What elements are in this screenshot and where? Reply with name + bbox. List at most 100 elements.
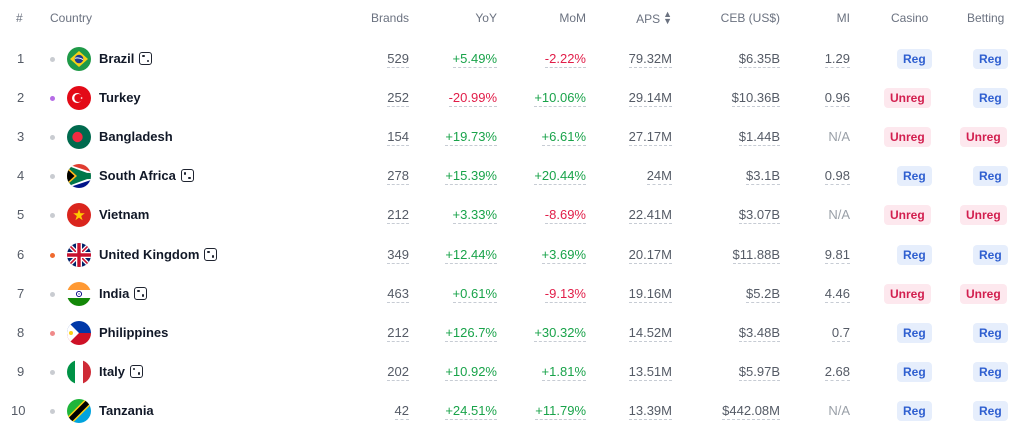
mi-text: 9.81 [824, 246, 850, 264]
yoy-text: +3.33% [452, 207, 497, 225]
brands-value: 212 [387, 324, 409, 342]
sort-icon: ▲ ▼ [663, 9, 672, 26]
mi-text: 0.98 [824, 168, 850, 186]
status-dot [50, 369, 55, 375]
ceb-text: $3.48B [738, 324, 780, 342]
aps-text: 20.17M [628, 246, 672, 264]
ceb-value: $11.88B [732, 246, 780, 264]
mi-text: 4.46 [824, 285, 850, 303]
country-name-text: India [99, 285, 130, 301]
header-aps-label: APS [636, 12, 661, 26]
yoy-text: +12.44% [445, 246, 497, 264]
country-name[interactable]: Bangladesh [99, 129, 173, 144]
table-row[interactable]: 8 Philippines 212 +126.7% +30.32% 14.52M $3.48… [0, 314, 1024, 353]
mom-value: -2.22% [544, 51, 586, 68]
country-name[interactable]: Italy [99, 364, 144, 379]
mom-value: -8.69% [544, 207, 586, 225]
betting-status-badge: Unreg [960, 283, 1007, 304]
header-mom[interactable]: MoM [559, 11, 586, 25]
aps-text: 13.51M [628, 363, 672, 381]
country-name[interactable]: Tanzania [99, 403, 154, 418]
ceb-text: $442.08M [722, 402, 780, 420]
ceb-text: $1.44B [738, 129, 780, 147]
yoy-value: +19.73% [445, 129, 497, 147]
country-name[interactable]: Turkey [99, 90, 141, 105]
aps-value: 27.17M [628, 129, 672, 147]
casino-status-badge: Unreg [884, 127, 931, 148]
aps-value: 29.14M [628, 90, 672, 108]
mom-value: +11.79% [535, 402, 586, 420]
yoy-text: +126.7% [445, 324, 497, 342]
table-row[interactable]: 9 Italy 202 +10.92% +1.81% 13.51M $5.97B 2.68 Re… [0, 353, 1024, 392]
tanzania-flag-icon [67, 398, 91, 423]
table-row[interactable]: 7 India 463 +0.61% -9.13% 19.16M $5.2B 4.46 Unre… [0, 275, 1024, 314]
dice-icon [139, 52, 153, 65]
table-row[interactable]: 3 Bangladesh 154 +19.73% +6.61% 27.17M $1.44B N… [0, 118, 1024, 157]
mom-text: +3.69% [541, 246, 586, 264]
table-row[interactable]: 1 Brazil 529 +5.49% -2.22% 79.32M $6.35B 1.29 Re… [0, 40, 1024, 79]
brands-text: 529 [387, 51, 409, 68]
brands-value: 349 [387, 246, 409, 264]
table-row[interactable]: 2 Turkey 252 -20.99% +10.06% 29.14M $10.36B 0.9… [0, 79, 1024, 118]
country-name[interactable]: Philippines [99, 325, 168, 340]
casino-status-badge: Reg [897, 49, 932, 69]
aps-value: 22.41M [628, 207, 672, 225]
ceb-value: $5.97B [738, 363, 780, 381]
aps-text: 79.32M [628, 51, 672, 68]
country-name[interactable]: Brazil [99, 51, 153, 66]
table-row[interactable]: 4 South Africa 278 +15.39% +20.44% 24M $3.1B 0.… [0, 157, 1024, 196]
betting-status-badge: Reg [973, 88, 1008, 109]
brands-text: 42 [394, 402, 409, 420]
ceb-value: $10.36B [731, 90, 780, 108]
header-ceb[interactable]: CEB (US$) [720, 11, 780, 25]
brands-value: 212 [387, 207, 409, 225]
betting-status-badge: Reg [973, 166, 1008, 187]
mi-value: 2.68 [824, 363, 850, 381]
country-name[interactable]: India [99, 285, 148, 301]
row-rank: 5 [17, 207, 25, 223]
header-mi[interactable]: MI [836, 11, 850, 25]
table-row[interactable]: 5 Vietnam 212 +3.33% -8.69% 22.41M $3.07B N/A Un… [0, 196, 1024, 235]
betting-status-badge: Reg [973, 400, 1008, 421]
yoy-text: +24.51% [445, 402, 497, 420]
row-rank: 8 [17, 324, 25, 340]
ceb-text: $10.36B [731, 90, 780, 108]
yoy-text: +15.39% [445, 168, 497, 186]
table-row[interactable]: 6 United Kingdom 349 +12.44% +3.69% 20.17M $11… [0, 236, 1024, 275]
row-rank: 9 [17, 363, 25, 379]
table-row[interactable]: 10 Tanzania 42 +24.51% +11.79% 13.39M $442.08M… [0, 392, 1024, 431]
ceb-value: $6.35B [738, 51, 780, 68]
yoy-text: -20.99% [448, 90, 497, 108]
header-country[interactable]: Country [50, 11, 93, 25]
header-brands[interactable]: Brands [370, 11, 409, 25]
country-name-text: United Kingdom [99, 246, 200, 262]
header-rank[interactable]: # [16, 11, 23, 25]
country-name[interactable]: Vietnam [99, 207, 149, 222]
ceb-text: $5.2B [746, 285, 780, 303]
country-name[interactable]: United Kingdom [99, 246, 218, 262]
header-yoy[interactable]: YoY [475, 11, 497, 25]
header-betting[interactable]: Betting [967, 11, 1005, 25]
status-dot [50, 213, 55, 219]
brands-text: 278 [387, 168, 409, 186]
header-casino[interactable]: Casino [891, 11, 929, 25]
aps-value: 24M [646, 168, 672, 186]
header-aps[interactable]: APS ▲ ▼ [636, 9, 672, 27]
ceb-text: $11.88B [732, 246, 780, 264]
casino-status-badge: Reg [897, 361, 932, 382]
mi-value: 0.98 [824, 168, 850, 186]
yoy-value: +12.44% [445, 246, 497, 264]
mom-text: +10.06% [534, 90, 586, 108]
yoy-value: -20.99% [448, 90, 497, 108]
casino-status-badge: Reg [897, 322, 932, 343]
aps-text: 24M [646, 168, 672, 186]
betting-status-badge: Reg [973, 244, 1008, 265]
aps-text: 22.41M [628, 207, 672, 225]
casino-status-badge: Unreg [884, 88, 931, 109]
brazil-flag-icon [67, 47, 91, 71]
yoy-value: +10.92% [445, 363, 497, 381]
country-name[interactable]: South Africa [99, 168, 194, 183]
bangladesh-flag-icon [67, 125, 91, 150]
aps-text: 14.52M [628, 324, 672, 342]
ceb-value: $442.08M [722, 402, 780, 420]
